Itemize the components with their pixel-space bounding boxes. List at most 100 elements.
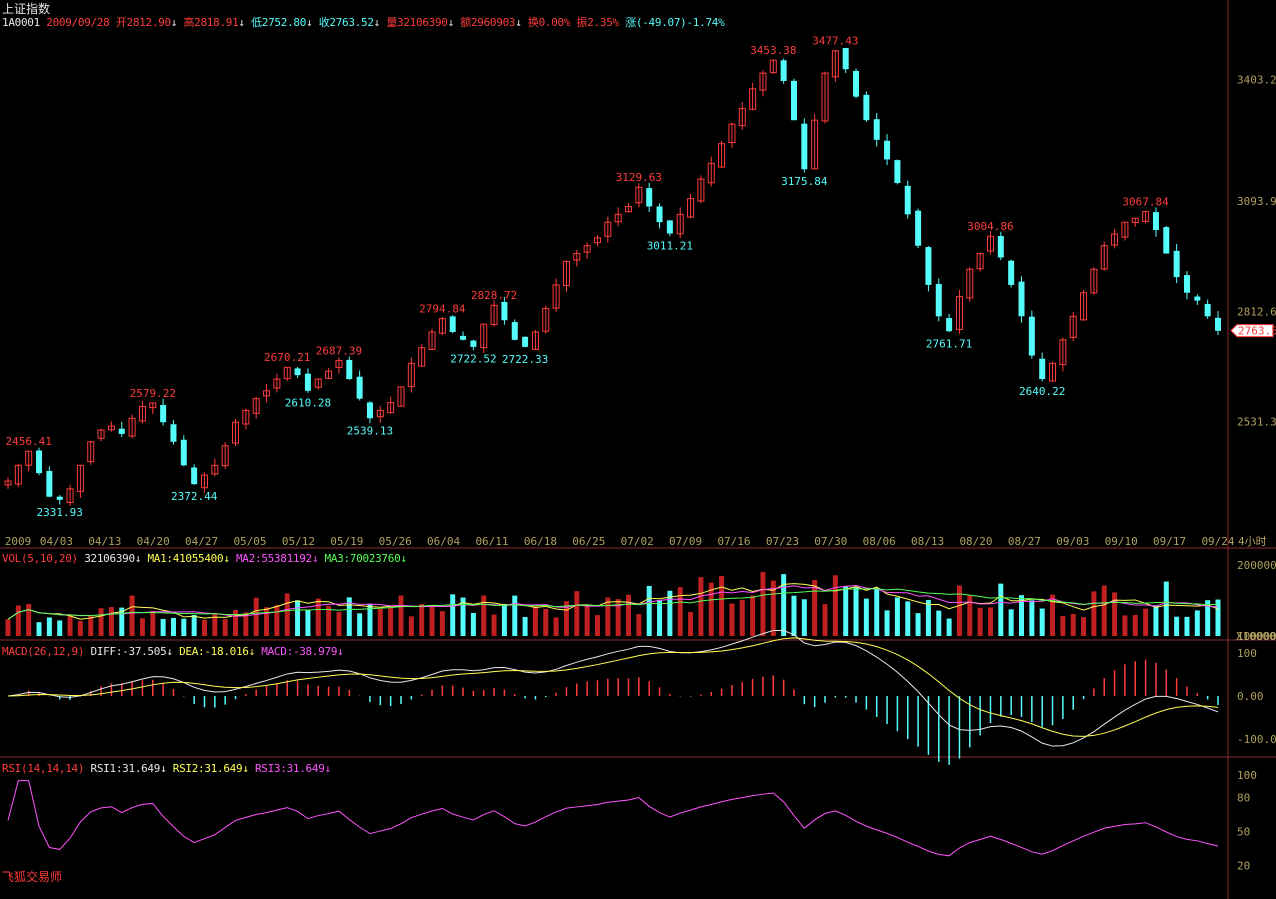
volume-bar <box>408 616 414 636</box>
candle-body <box>170 424 177 442</box>
candle-body <box>191 467 198 485</box>
candle-body <box>955 296 963 331</box>
rsi-line <box>7 780 1219 857</box>
candle-body <box>986 235 994 252</box>
volume-bar <box>491 614 497 636</box>
volume-bar <box>1101 585 1107 636</box>
candle-body <box>853 70 860 97</box>
volume-bar <box>201 619 207 636</box>
volume-bar <box>801 599 807 636</box>
volume-bar <box>863 598 869 636</box>
candle-body <box>1069 315 1077 338</box>
arrow-down-icon: ↓ <box>166 645 173 658</box>
volume-bar <box>346 597 352 636</box>
volume-bar <box>874 587 880 636</box>
volume-bar <box>615 599 621 636</box>
volume-bar <box>967 595 973 636</box>
candle-body <box>107 425 115 431</box>
volume-bar <box>501 603 507 636</box>
date-axis-label: 07/30 <box>814 535 847 548</box>
arrow-down-icon: ↓ <box>306 16 313 29</box>
turnover-value: 换0.00% <box>527 16 571 29</box>
candle-body <box>522 336 529 347</box>
high-price: 高2818.91 <box>183 16 239 29</box>
candle-body <box>1183 275 1190 293</box>
candle-body <box>325 370 333 379</box>
volume-bar <box>884 610 890 636</box>
candle-body <box>397 386 405 407</box>
candle-body <box>1028 316 1035 356</box>
price-annotation: 3175.84 <box>781 175 828 188</box>
vol-title: VOL(5,10,20) <box>2 552 78 565</box>
volume-bar <box>1194 610 1200 636</box>
candle-body <box>707 162 715 184</box>
candle-body <box>418 347 426 367</box>
date-axis-label: 06/18 <box>524 535 557 548</box>
candle-body <box>925 247 932 285</box>
symbol-code: 1A0001 <box>2 16 40 29</box>
macd-title: MACD(26,12,9) <box>2 645 85 658</box>
candle-body <box>46 470 53 497</box>
price-annotation: 2687.39 <box>316 344 362 357</box>
volume-bar <box>398 595 404 636</box>
candle-body <box>1111 233 1119 246</box>
arrow-down-icon: ↓ <box>238 16 245 29</box>
volume-bar <box>336 611 342 636</box>
rsi-axis-label: 80 <box>1237 792 1250 805</box>
volume-bar <box>1039 608 1045 636</box>
volume-bar <box>822 604 828 636</box>
volume-bar <box>450 594 456 636</box>
candle-body <box>1008 260 1015 285</box>
price-annotation: 3067.84 <box>1122 195 1169 208</box>
arrow-down-icon: ↓ <box>400 552 407 565</box>
volume-bar <box>646 585 652 636</box>
macd-dea: DEA:-18.016 <box>179 645 249 658</box>
volume-bar <box>233 610 239 636</box>
candle-body <box>749 88 757 110</box>
candle-body <box>1018 281 1025 317</box>
volume-bar <box>946 618 952 636</box>
candle-body <box>821 72 829 122</box>
macd-diff-line <box>7 629 1219 747</box>
volume-bar <box>657 600 663 636</box>
macd-diff: DIFF:-37.505 <box>90 645 167 658</box>
arrow-down-icon: ↓ <box>248 645 256 658</box>
volume-bar <box>357 613 363 636</box>
macd-dea-line <box>7 637 1219 737</box>
volume-bar <box>1184 616 1190 636</box>
volume-bar <box>284 593 290 636</box>
volume-bar <box>119 607 125 636</box>
volume-bar <box>667 590 673 636</box>
candle-body <box>1080 292 1088 321</box>
candle-body <box>252 398 260 414</box>
arrow-down-icon: ↓ <box>324 762 332 775</box>
candle-body <box>904 185 911 215</box>
candle-body <box>894 160 901 183</box>
volume-bar <box>243 612 249 636</box>
candle-body <box>304 373 311 391</box>
price-annotation: 3453.38 <box>750 44 796 57</box>
volume-bar <box>677 587 683 636</box>
volume-bar <box>160 618 166 636</box>
open-price: 开2812.90 <box>115 16 171 29</box>
candle-body <box>966 268 974 299</box>
candle-body <box>1090 268 1098 294</box>
date-axis-label: 08/06 <box>863 535 896 548</box>
amplitude-value: 振2.35% <box>576 16 620 29</box>
date-axis-label: 06/25 <box>572 535 605 548</box>
volume-bar <box>1122 615 1128 636</box>
current-price-label: 2763.5 <box>1238 325 1276 338</box>
date-axis-label: 09/24 <box>1201 535 1234 548</box>
volume-bar <box>760 571 766 636</box>
candle-body <box>863 94 870 121</box>
candle-body <box>997 236 1004 258</box>
vol-ma2: MA2:55381192 <box>235 552 312 565</box>
vol-header: VOL(5,10,20) 32106390↓ MA1:41055400↓ MA2… <box>2 552 407 565</box>
candle-body <box>583 245 591 253</box>
candle-body <box>614 213 622 223</box>
volume-bar <box>264 607 270 636</box>
volume-ma-line <box>7 584 1219 620</box>
candle-body <box>128 417 136 437</box>
arrow-down-icon: ↓ <box>337 645 344 658</box>
